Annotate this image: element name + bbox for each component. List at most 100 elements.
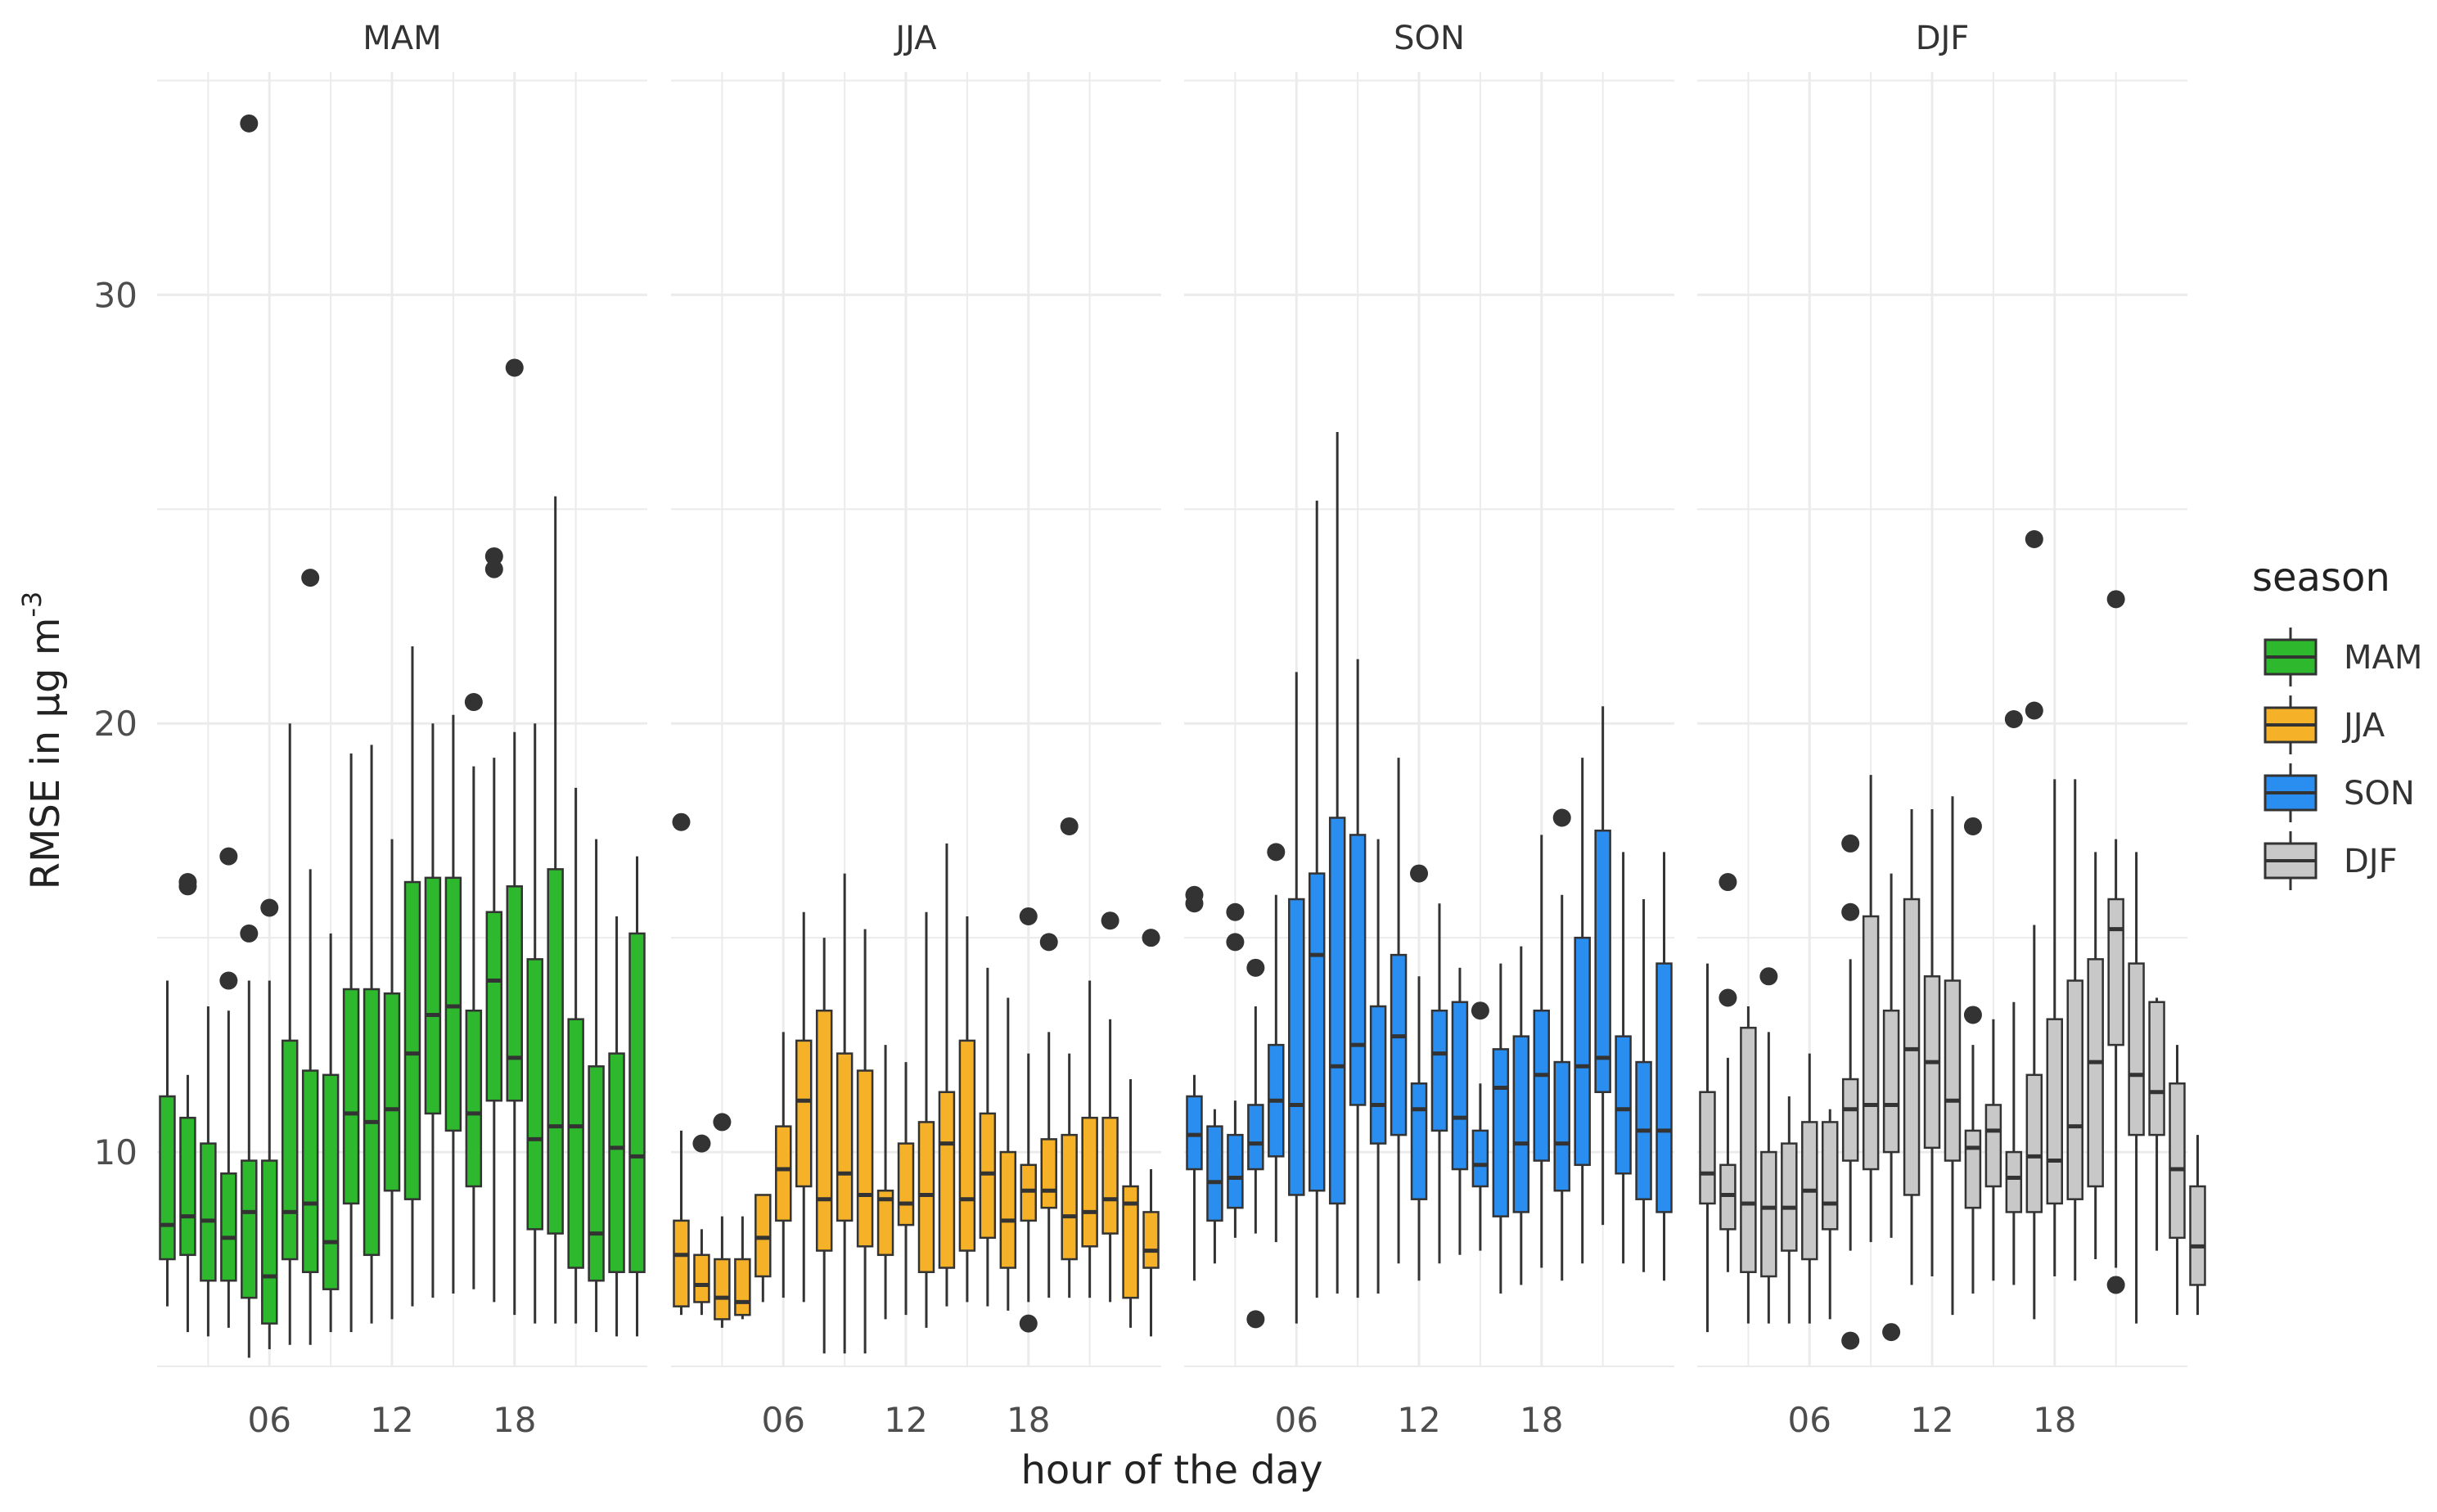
- box-iqr: [1862, 915, 1880, 1171]
- x-tick-label-06: 06: [762, 1400, 805, 1440]
- box-son-hour-14: [1451, 967, 1469, 1255]
- box-son-hour-17: [1512, 946, 1530, 1285]
- panel-strip-label-jja: JJA: [893, 20, 937, 57]
- box-iqr: [1781, 1142, 1798, 1252]
- box-iqr: [588, 1065, 605, 1282]
- panel-mam: MAM 06 12 18: [157, 20, 647, 1440]
- box-iqr: [1512, 1035, 1530, 1213]
- box-iqr: [1984, 1104, 2002, 1188]
- box-iqr: [1719, 1163, 1737, 1231]
- box-iqr: [2189, 1185, 2206, 1286]
- box-iqr: [2169, 1082, 2186, 1240]
- box-iqr: [755, 1194, 772, 1278]
- box-mam-hour-17: [484, 547, 503, 1303]
- legend-items: MAM JJA SON DJF: [2264, 628, 2422, 890]
- box-mam-hour-18: [505, 358, 524, 1316]
- box-son-hour-1: [1185, 885, 1204, 1281]
- outlier-point: [1552, 808, 1571, 827]
- box-iqr: [876, 1189, 894, 1257]
- box-iqr: [220, 1172, 237, 1282]
- box-iqr: [1328, 817, 1346, 1205]
- outlier-point: [2004, 710, 2023, 728]
- box-iqr: [1533, 1009, 1551, 1162]
- panels-layer: 10 20 30 MAM 06 12 18 JJA 06 12 18 SON 06 12 18 DJF 06 12…: [94, 20, 2206, 1440]
- box-iqr: [938, 1091, 956, 1269]
- box-son-hour-3: [1226, 902, 1245, 1238]
- panel-djf: DJF 06 12 18: [1697, 20, 2206, 1440]
- box-iqr: [1471, 1129, 1489, 1188]
- box-mam-hour-2: [178, 873, 197, 1333]
- legend-label-son: SON: [2344, 775, 2415, 812]
- x-tick-label-06: 06: [1275, 1400, 1318, 1440]
- outlier-point: [1963, 817, 1982, 835]
- box-iqr: [1451, 1001, 1469, 1171]
- box-iqr: [628, 932, 646, 1274]
- box-iqr: [1594, 829, 1611, 1093]
- box-jja-hour-11: [876, 1045, 894, 1320]
- outlier-point: [240, 924, 259, 943]
- y-tick-label-10: 10: [94, 1132, 137, 1172]
- box-jja-hour-7: [795, 911, 813, 1303]
- outlier-point: [1142, 929, 1160, 947]
- box-iqr: [1964, 1129, 1982, 1209]
- box-iqr: [1206, 1125, 1223, 1222]
- box-iqr: [1841, 1078, 1859, 1162]
- box-iqr: [179, 1116, 196, 1257]
- outlier-point: [240, 114, 259, 133]
- panel-son: SON 06 12 18: [1184, 20, 1674, 1440]
- box-iqr: [342, 988, 360, 1205]
- box-son-hour-24: [1655, 852, 1673, 1281]
- outlier-point: [1410, 864, 1429, 883]
- box-iqr: [1760, 1150, 1777, 1278]
- box-iqr: [979, 1112, 997, 1240]
- box-iqr: [159, 1095, 176, 1261]
- box-iqr: [1081, 1116, 1098, 1248]
- outlier-point: [1719, 988, 1737, 1007]
- panel-strip-label-mam: MAM: [363, 20, 441, 57]
- box-iqr: [241, 1159, 258, 1299]
- box-jja-hour-17: [999, 997, 1017, 1311]
- box-son-hour-11: [1390, 758, 1408, 1264]
- outlier-point: [260, 898, 279, 917]
- outlier-point: [1019, 1314, 1038, 1333]
- y-axis-title-main: RMSE in µg m: [23, 618, 69, 890]
- box-jja-hour-20: [1060, 817, 1079, 1298]
- box-djf-hour-5: [1781, 1096, 1798, 1324]
- y-axis-title: RMSE in µg m-3: [16, 592, 69, 890]
- box-iqr: [2148, 1001, 2165, 1136]
- box-mam-hour-7: [281, 723, 299, 1345]
- box-mam-hour-22: [588, 839, 605, 1333]
- outlier-point: [1267, 843, 1286, 862]
- box-son-hour-20: [1574, 758, 1591, 1264]
- box-iqr: [917, 1121, 935, 1274]
- outlier-point: [1246, 958, 1265, 977]
- x-tick-label-06: 06: [1788, 1400, 1831, 1440]
- outlier-point: [219, 971, 238, 990]
- box-iqr: [281, 1039, 299, 1261]
- box-iqr: [2107, 898, 2124, 1046]
- box-mam-hour-10: [342, 753, 360, 1333]
- box-iqr: [1492, 1048, 1510, 1217]
- x-tick-label-18: 18: [493, 1400, 536, 1440]
- outlier-point: [1841, 834, 1860, 853]
- box-iqr: [1699, 1091, 1716, 1205]
- box-jja-hour-2: [692, 1134, 711, 1316]
- outlier-point: [484, 560, 503, 578]
- box-djf-hour-18: [2046, 779, 2064, 1276]
- box-son-hour-16: [1492, 963, 1510, 1294]
- box-jja-hour-8: [815, 938, 833, 1354]
- box-iqr: [2066, 979, 2083, 1200]
- box-iqr: [856, 1069, 874, 1248]
- box-mam-hour-14: [424, 723, 442, 1298]
- box-mam-hour-4: [219, 847, 238, 1328]
- box-djf-hour-15: [1984, 1019, 2002, 1281]
- box-iqr: [403, 880, 421, 1200]
- x-tick-label-06: 06: [248, 1400, 291, 1440]
- outlier-point: [2025, 701, 2043, 720]
- box-djf-hour-8: [1841, 834, 1860, 1350]
- outlier-point: [1019, 907, 1038, 925]
- box-iqr: [836, 1052, 854, 1222]
- box-iqr: [322, 1073, 340, 1290]
